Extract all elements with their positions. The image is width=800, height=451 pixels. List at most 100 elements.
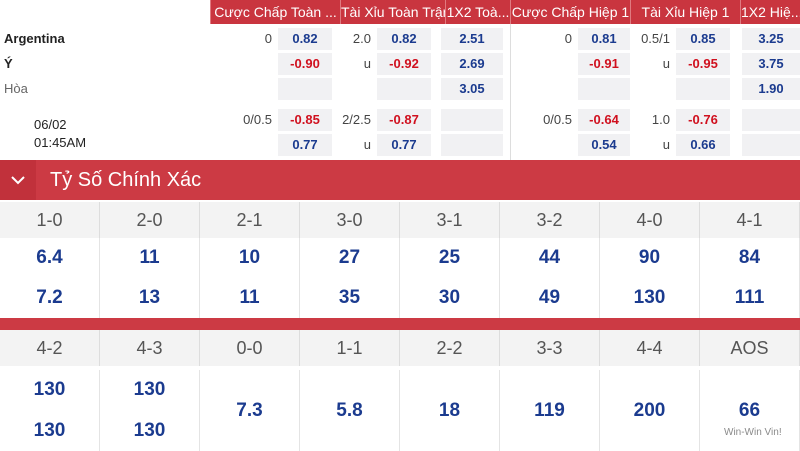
odds-box <box>742 109 800 131</box>
score-label: 2-0 <box>100 202 200 238</box>
score-odds[interactable]: 49 <box>500 278 600 318</box>
score-odds[interactable]: 7.3 <box>200 370 300 451</box>
odds-box[interactable]: -0.91 <box>578 53 630 75</box>
row-label: 01:45AM <box>34 135 87 150</box>
score-label: 0-0 <box>200 330 300 366</box>
score-odds[interactable]: 84 <box>700 238 800 278</box>
odds-box <box>441 134 503 156</box>
odds-box[interactable]: 1.90 <box>742 78 800 100</box>
column-header: Tài Xỉu Toàn Trận <box>340 0 445 24</box>
odds-box <box>278 78 332 100</box>
odds-box[interactable]: -0.90 <box>278 53 332 75</box>
score-odds[interactable]: 18 <box>400 370 500 451</box>
score-odds[interactable]: 200 <box>600 370 700 451</box>
odds-box[interactable]: 3.75 <box>742 53 800 75</box>
odds-box[interactable]: -0.64 <box>578 109 630 131</box>
score-label: 4-3 <box>100 330 200 366</box>
odds-box[interactable]: -0.76 <box>676 109 730 131</box>
line-value: 2/2.5 <box>342 112 371 127</box>
divider <box>510 24 511 160</box>
score-odds[interactable]: 119 <box>500 370 600 451</box>
line-value: u <box>363 137 371 152</box>
odds-box[interactable]: 0.66 <box>676 134 730 156</box>
column-header: Cược Chấp Hiệp 1 <box>510 0 630 24</box>
score-odds[interactable]: 27 <box>300 238 400 278</box>
score-label: 4-4 <box>600 330 700 366</box>
odds-box[interactable]: -0.85 <box>278 109 332 131</box>
score-odds[interactable]: 130 <box>0 370 100 411</box>
column-header: Cược Chấp Toàn ... <box>210 0 340 24</box>
score-odds[interactable]: 5.8 <box>300 370 400 451</box>
score-odds[interactable]: 130 <box>600 278 700 318</box>
odds-box[interactable]: -0.92 <box>377 53 431 75</box>
odds-box <box>578 78 630 100</box>
row-label: Ý <box>4 56 13 71</box>
line-value: 0 <box>564 31 572 46</box>
odds-box[interactable]: 0.82 <box>278 28 332 50</box>
score-odds[interactable]: 10 <box>200 238 300 278</box>
score-label: 4-0 <box>600 202 700 238</box>
odds-box <box>377 78 431 100</box>
score-label: 3-2 <box>500 202 600 238</box>
line-value: 0/0.5 <box>543 112 572 127</box>
score-odds[interactable]: 130 <box>0 410 100 451</box>
odds-box[interactable]: 0.77 <box>377 134 431 156</box>
score-odds[interactable]: 111 <box>700 278 800 318</box>
score-label: 1-1 <box>300 330 400 366</box>
score-label: 4-2 <box>0 330 100 366</box>
odds-box[interactable]: 2.51 <box>441 28 503 50</box>
score-label: AOS <box>700 330 800 366</box>
score-odds[interactable]: 13 <box>100 278 200 318</box>
chevron <box>11 176 25 185</box>
score-odds[interactable]: 25 <box>400 238 500 278</box>
odds-box[interactable]: 2.69 <box>441 53 503 75</box>
odds-box[interactable]: 0.85 <box>676 28 730 50</box>
score-odds[interactable]: 130 <box>100 410 200 451</box>
score-label: 3-3 <box>500 330 600 366</box>
odds-box[interactable]: 3.25 <box>742 28 800 50</box>
score-odds[interactable]: 6.4 <box>0 238 100 278</box>
line-value: 1.0 <box>651 112 670 127</box>
column-header: Tài Xỉu Hiệp 1 <box>630 0 740 24</box>
row-label: Hòa <box>4 81 28 96</box>
score-odds[interactable]: 90 <box>600 238 700 278</box>
row-label: 06/02 <box>34 117 67 132</box>
separator <box>0 318 800 330</box>
line-value: 0 <box>264 31 272 46</box>
score-label: 3-0 <box>300 202 400 238</box>
score-label: 1-0 <box>0 202 100 238</box>
odds-box[interactable]: -0.87 <box>377 109 431 131</box>
score-odds[interactable]: 11 <box>200 278 300 318</box>
score-odds[interactable]: 7.2 <box>0 278 100 318</box>
score-label: 2-1 <box>200 202 300 238</box>
score-label: 2-2 <box>400 330 500 366</box>
score-odds[interactable]: 66 <box>700 370 800 451</box>
section-title: Tỷ Số Chính Xác <box>50 169 202 191</box>
score-odds[interactable]: 30 <box>400 278 500 318</box>
score-odds[interactable]: 11 <box>100 238 200 278</box>
score-label: 4-1 <box>700 202 800 238</box>
odds-box[interactable]: 0.54 <box>578 134 630 156</box>
row-label: Argentina <box>4 31 65 46</box>
odds-box <box>441 109 503 131</box>
odds-box <box>742 134 800 156</box>
score-odds[interactable]: 130 <box>100 370 200 411</box>
section-banner[interactable]: Tỷ Số Chính Xác <box>0 160 800 200</box>
line-value: 0/0.5 <box>243 112 272 127</box>
odds-box <box>676 78 730 100</box>
line-value: u <box>662 56 670 71</box>
odds-box[interactable]: 0.77 <box>278 134 332 156</box>
toggle[interactable] <box>0 160 36 200</box>
score-label: 3-1 <box>400 202 500 238</box>
corner <box>0 0 210 24</box>
line-value: 0.5/1 <box>641 31 670 46</box>
score-odds[interactable]: 44 <box>500 238 600 278</box>
odds-box[interactable]: -0.95 <box>676 53 730 75</box>
odds-box[interactable]: 0.82 <box>377 28 431 50</box>
odds-box[interactable]: 0.81 <box>578 28 630 50</box>
score-odds[interactable]: 35 <box>300 278 400 318</box>
line-value: u <box>662 137 670 152</box>
line-value: u <box>363 56 371 71</box>
odds-box[interactable]: 3.05 <box>441 78 503 100</box>
